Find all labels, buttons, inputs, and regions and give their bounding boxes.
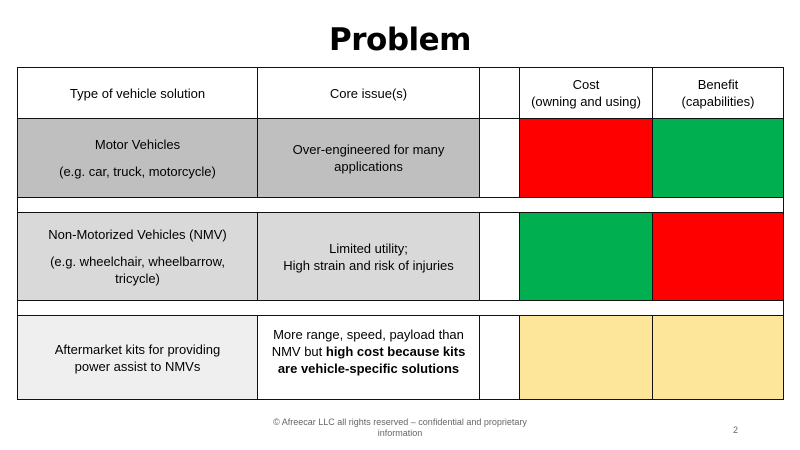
row3-cost-indicator [519,315,653,400]
row3-issue-bold-text: high cost because kits are vehicle-speci… [277,344,466,376]
header-type-cell: Type of vehicle solution [17,67,258,119]
row2-issue-label-1: Limited utility; [329,240,408,256]
row3-benefit-indicator [652,315,784,400]
header-spacer-cell [479,67,520,119]
row1-type-sublabel: (e.g. car, truck, motorcycle) [59,164,216,179]
row2-benefit-indicator [652,212,784,301]
header-issue-cell: Core issue(s) [257,67,480,119]
row-separator [17,300,784,316]
row2-issue-label-2: High strain and risk of injuries [283,257,454,273]
row2-type-cell: Non-Motorized Vehicles (NMV) (e.g. wheel… [17,212,258,301]
row1-benefit-indicator [652,118,784,198]
row3-spacer-cell [479,315,520,400]
row3-issue-text: More range, speed, payload than NMV but [271,327,464,359]
header-benefit-cell: Benefit (capabilities) [652,67,784,119]
row1-cost-indicator [519,118,653,198]
problem-table: Type of vehicle solution Core issue(s) C… [17,67,784,400]
header-cost-cell: Cost (owning and using) [519,67,653,119]
page-number: 2 [733,425,739,435]
copyright-footer: © Afreecar LLC all rights reserved – con… [273,417,527,438]
row1-spacer-cell [479,118,520,198]
row-separator [17,197,784,213]
row2-type-label: Non-Motorized Vehicles (NMV) [48,227,227,242]
header-type-label: Type of vehicle solution [69,85,206,101]
header-issue-label: Core issue(s) [329,85,408,101]
row3-type-cell: Aftermarket kits for providing power ass… [17,315,258,400]
row1-type-cell: Motor Vehicles (e.g. car, truck, motorcy… [17,118,258,198]
row2-type-sublabel: (e.g. wheelchair, wheelbarrow, tricycle) [50,254,225,286]
row2-spacer-cell [479,212,520,301]
header-cost-sublabel: (owning and using) [531,94,641,109]
row2-cost-indicator [519,212,653,301]
row2-issue-cell: Limited utility; High strain and risk of… [257,212,480,301]
header-benefit-label: Benefit [697,77,739,92]
row3-type-label: Aftermarket kits for providing power ass… [54,341,221,374]
row1-issue-cell: Over-engineered for many applications [257,118,480,198]
header-benefit-sublabel: (capabilities) [681,94,755,109]
page-title: Problem [329,22,471,58]
row3-issue-cell: More range, speed, payload than NMV but … [257,315,480,400]
row1-type-label: Motor Vehicles [94,137,181,152]
header-cost-label: Cost [572,77,600,92]
row1-issue-label: Over-engineered for many applications [292,142,445,174]
